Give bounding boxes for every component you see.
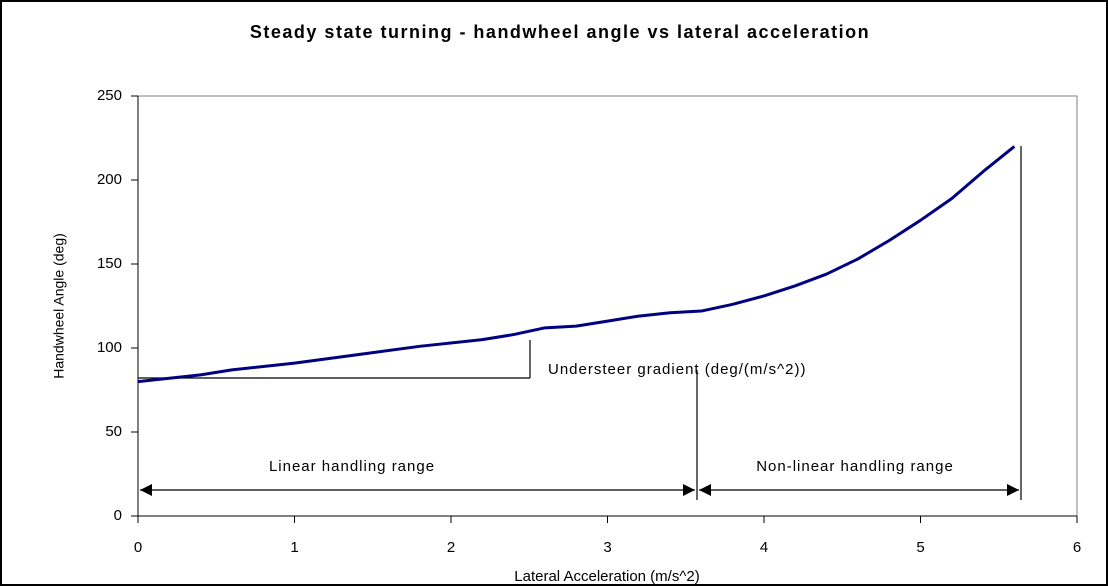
annotation: Understeer gradient (deg/(m/s^2)) xyxy=(548,361,806,378)
x-tick-label: 0 xyxy=(134,539,142,556)
y-tick-label: 150 xyxy=(97,255,122,272)
x-tick-label: 2 xyxy=(447,539,455,556)
y-tick-label: 0 xyxy=(114,507,122,524)
y-tick-label: 100 xyxy=(97,339,122,356)
x-tick-label: 4 xyxy=(760,539,768,556)
annotation: Linear handling range xyxy=(269,458,435,475)
x-tick-label: 3 xyxy=(603,539,611,556)
data-line xyxy=(137,145,1016,384)
annotation: Non-linear handling range xyxy=(756,458,954,475)
y-axis-label: Handwheel Angle (deg) xyxy=(51,233,67,379)
x-tick-label: 6 xyxy=(1073,539,1081,556)
chart-title: Steady state turning - handwheel angle v… xyxy=(250,22,870,42)
x-tick-label: 1 xyxy=(290,539,298,556)
x-tick-label: 5 xyxy=(916,539,924,556)
x-axis-label: Lateral Acceleration (m/s^2) xyxy=(514,568,699,585)
y-tick-label: 250 xyxy=(97,87,122,104)
y-tick-label: 200 xyxy=(97,171,122,188)
y-tick-label: 50 xyxy=(105,423,122,440)
annotation-lines xyxy=(138,146,1022,500)
